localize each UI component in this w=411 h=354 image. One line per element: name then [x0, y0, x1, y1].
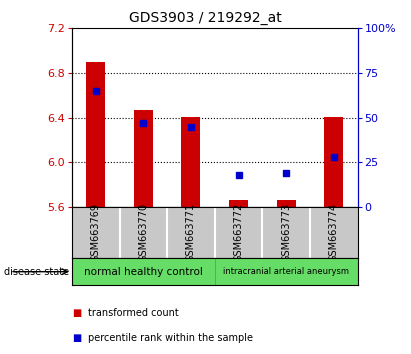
Text: percentile rank within the sample: percentile rank within the sample — [88, 333, 253, 343]
Text: GSM663771: GSM663771 — [186, 203, 196, 262]
Text: normal healthy control: normal healthy control — [84, 267, 203, 277]
Bar — [181, 116, 201, 207]
Text: GDS3903 / 219292_at: GDS3903 / 219292_at — [129, 11, 282, 25]
Bar — [229, 200, 248, 207]
Text: ■: ■ — [72, 333, 81, 343]
Text: transformed count: transformed count — [88, 308, 179, 318]
Text: ■: ■ — [72, 308, 81, 318]
Bar — [72, 258, 215, 285]
Text: disease state: disease state — [4, 267, 69, 277]
Text: GSM663769: GSM663769 — [91, 203, 101, 262]
Bar — [324, 116, 343, 207]
Text: GSM663773: GSM663773 — [281, 203, 291, 262]
Text: GSM663770: GSM663770 — [139, 203, 148, 262]
Text: GSM663774: GSM663774 — [329, 203, 339, 262]
Bar — [86, 62, 105, 207]
Text: intracranial arterial aneurysm: intracranial arterial aneurysm — [223, 267, 349, 276]
Bar — [215, 258, 358, 285]
Text: GSM663772: GSM663772 — [233, 203, 244, 262]
Bar — [277, 200, 296, 207]
Bar — [134, 110, 153, 207]
